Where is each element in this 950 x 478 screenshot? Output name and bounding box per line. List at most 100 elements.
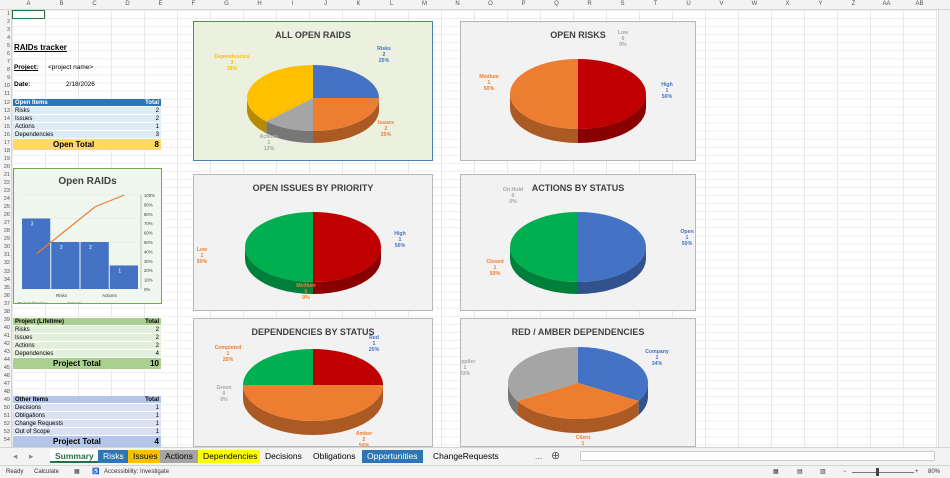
sheet-tab[interactable]: Decisions [260, 450, 307, 463]
column-header[interactable]: D [125, 1, 130, 7]
row-header[interactable]: 39 [3, 316, 10, 323]
row-header[interactable]: 6 [6, 51, 10, 58]
actions-by-status-chart[interactable]: ACTIONS BY STATUS Open 1 50% Closed 1 50% On Ho… [460, 174, 696, 311]
sheet-tab[interactable]: Obligations [308, 450, 361, 463]
pie-slice[interactable] [578, 212, 646, 282]
column-header[interactable]: G [224, 1, 229, 7]
all-open-raids-chart[interactable]: ALL OPEN RAIDS Risks 2 25% Issues 2 25% Actions… [193, 21, 433, 161]
row-header[interactable]: 43 [3, 348, 10, 355]
column-header[interactable]: O [488, 1, 493, 7]
row-header[interactable]: 14 [3, 115, 10, 122]
row-header[interactable]: 34 [3, 276, 10, 283]
pie-slice[interactable] [578, 347, 648, 401]
pie-slice[interactable] [245, 212, 313, 282]
open-risks-chart[interactable]: OPEN RISKS High 1 50% Medium 1 50% Low 0 0% [460, 21, 696, 161]
column-header[interactable]: T [653, 1, 658, 7]
row-header[interactable]: 9 [6, 75, 10, 82]
dependencies-by-status-chart[interactable]: DEPENDENCIES BY STATUS Red 1 25% Amber 2 50% Gr… [193, 318, 433, 447]
next-sheet-icon[interactable]: ▸ [29, 451, 34, 461]
sheet-stats-icon[interactable]: ▦ [74, 469, 80, 475]
row-header[interactable]: 17 [3, 139, 10, 146]
pie-slice[interactable] [313, 349, 383, 385]
pie-slice[interactable] [313, 98, 379, 131]
row-header[interactable]: 38 [3, 308, 10, 315]
status-calculate[interactable]: Calculate [34, 469, 60, 475]
row-header[interactable]: 36 [3, 292, 10, 299]
sheet-tab[interactable]: Opportunities [362, 450, 423, 463]
active-cell[interactable] [12, 10, 45, 19]
red-amber-dependencies-chart[interactable]: RED / AMBER DEPENDENCIES Company 1 34% Clien… [460, 318, 696, 447]
row-header[interactable]: 18 [3, 147, 10, 154]
column-header[interactable]: X [785, 1, 790, 7]
column-header[interactable]: R [587, 1, 592, 7]
row-header[interactable]: 29 [3, 236, 10, 243]
row-header[interactable]: 41 [3, 332, 10, 339]
row-header[interactable]: 5 [6, 43, 10, 50]
row-header[interactable]: 52 [3, 421, 10, 428]
column-header[interactable]: Z [851, 1, 856, 7]
row-header[interactable]: 20 [3, 163, 10, 170]
row-header[interactable]: 1 [6, 11, 10, 17]
row-header[interactable]: 37 [3, 300, 10, 307]
sheet-tab[interactable]: Risks [98, 450, 129, 463]
zoom-slider[interactable] [852, 472, 914, 473]
more-tabs[interactable]: ... [535, 451, 543, 461]
zoom-in-icon[interactable]: + [915, 469, 919, 475]
issues-by-priority-chart[interactable]: OPEN ISSUES BY PRIORITY High 1 50% Medium 0 0%… [193, 174, 433, 311]
row-header[interactable]: 31 [3, 252, 10, 259]
column-header[interactable]: AB [915, 1, 924, 7]
row-header[interactable]: 15 [3, 123, 10, 130]
column-header[interactable]: AA [882, 1, 891, 7]
row-header[interactable]: 8 [6, 67, 10, 74]
column-header[interactable]: K [356, 1, 361, 7]
column-header[interactable]: L [389, 1, 394, 7]
column-header[interactable]: J [324, 1, 327, 7]
row-header[interactable]: 13 [3, 107, 10, 114]
pie-slice[interactable] [508, 347, 578, 401]
accessibility-icon[interactable]: ♿ [92, 469, 100, 475]
accessibility-status[interactable]: Accessibility: Investigate [104, 469, 170, 475]
column-header[interactable]: N [455, 1, 460, 7]
row-header[interactable]: 27 [3, 220, 10, 227]
pie-slice[interactable] [510, 212, 578, 282]
row-header[interactable]: 24 [3, 196, 10, 203]
row-header[interactable]: 48 [3, 389, 10, 396]
pie-slice[interactable] [578, 59, 646, 129]
pie-slice[interactable] [313, 212, 381, 282]
pie-slice[interactable] [243, 349, 313, 385]
row-header[interactable]: 54 [3, 437, 10, 444]
row-header[interactable]: 53 [3, 429, 10, 436]
row-header[interactable]: 7 [6, 59, 10, 66]
pie-slice[interactable] [243, 385, 383, 421]
row-header[interactable]: 42 [3, 340, 10, 347]
vertical-scrollbar[interactable] [938, 10, 950, 447]
row-header[interactable]: 46 [3, 373, 10, 380]
row-header[interactable]: 51 [3, 413, 10, 420]
horizontal-scrollbar[interactable] [580, 451, 935, 461]
row-header[interactable]: 12 [3, 99, 10, 106]
pie-slice[interactable] [510, 59, 578, 129]
zoom-level[interactable]: 80% [928, 469, 941, 475]
row-header[interactable]: 49 [3, 397, 10, 404]
pie-slice[interactable] [266, 98, 313, 131]
sheet-tab[interactable]: Issues [128, 450, 163, 463]
column-header[interactable]: V [719, 1, 724, 7]
open-raids-pareto-chart[interactable]: Open RAIDs 3 2 2 1 100% 90% 80% 70% 60% 50% 40% 30%… [13, 168, 162, 304]
column-header[interactable]: S [620, 1, 625, 7]
normal-view-icon[interactable]: ▦ [773, 469, 779, 475]
column-header[interactable]: P [521, 1, 526, 7]
row-header[interactable]: 19 [3, 155, 10, 162]
row-header[interactable]: 50 [3, 405, 10, 412]
row-header[interactable]: 33 [3, 268, 10, 275]
sheet-tab[interactable]: Actions [160, 450, 198, 463]
sheet-tab[interactable]: Dependencies [198, 450, 263, 463]
row-header[interactable]: 40 [3, 324, 10, 331]
column-header[interactable]: B [59, 1, 64, 7]
row-header[interactable]: 21 [3, 171, 10, 178]
row-header[interactable]: 32 [3, 260, 10, 267]
row-header[interactable]: 26 [3, 212, 10, 219]
row-header[interactable]: 3 [6, 27, 10, 34]
row-header[interactable]: 16 [3, 131, 10, 138]
row-header[interactable]: 23 [3, 188, 10, 195]
row-header[interactable]: 25 [3, 204, 10, 211]
